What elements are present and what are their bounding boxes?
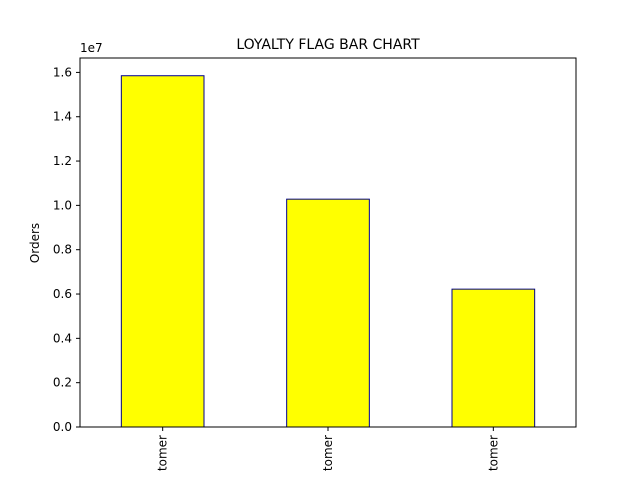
y-axis-title: Orders xyxy=(28,223,42,263)
y-tick-label-0: 0.0 xyxy=(53,420,72,434)
y-tick-label-7: 1.4 xyxy=(53,110,72,124)
y-ticks-layer: 0.0 0.2 0.4 0.6 0.8 1.0 1.2 1.4 1.6 xyxy=(53,65,80,434)
y-tick-label-1: 0.2 xyxy=(53,376,72,390)
plot-frame xyxy=(79,57,577,428)
bar-0 xyxy=(120,75,205,428)
x-tick-label-1: tomer xyxy=(321,435,335,471)
chart-title: LOYALTY FLAG BAR CHART xyxy=(236,37,420,53)
y-tick-label-6: 1.2 xyxy=(53,154,72,168)
bars-layer xyxy=(120,75,536,428)
y-tick-label-3: 0.6 xyxy=(53,287,72,301)
bar-1 xyxy=(286,198,370,428)
y-tick-label-2: 0.4 xyxy=(53,331,72,345)
y-axis-offset-label: 1e7 xyxy=(80,41,103,55)
y-tick-label-4: 0.8 xyxy=(53,243,72,257)
y-tick-label-8: 1.6 xyxy=(53,65,72,79)
bar-2 xyxy=(451,288,536,428)
x-tick-label-0: tomer xyxy=(156,435,170,471)
x-ticks-layer: tomer tomer tomer xyxy=(156,427,500,471)
x-tick-label-2: tomer xyxy=(486,435,500,471)
y-tick-label-5: 1.0 xyxy=(53,198,72,212)
